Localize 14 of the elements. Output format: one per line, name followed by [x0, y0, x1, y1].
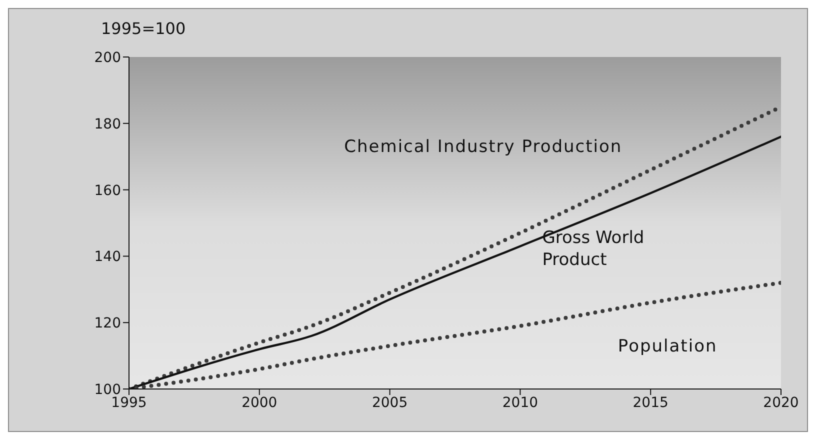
x-tick-label: 2000	[242, 394, 278, 411]
y-axis-title: 1995=100	[101, 19, 186, 38]
x-tick-label: 2020	[763, 394, 799, 411]
x-tick-label: 2005	[372, 394, 408, 411]
series-label: Gross World Product	[542, 228, 644, 270]
series-label: Population	[618, 336, 718, 357]
y-tick-label: 140	[94, 249, 121, 266]
y-tick-label: 120	[94, 316, 121, 332]
y-tick-label: 160	[94, 182, 121, 199]
x-tick-label: 2010	[502, 394, 538, 411]
series-label: Chemical Industry Production	[344, 136, 622, 157]
y-tick-label: 180	[94, 116, 121, 132]
x-tick-label: 2015	[632, 394, 668, 411]
y-tick-label: 200	[94, 50, 121, 66]
